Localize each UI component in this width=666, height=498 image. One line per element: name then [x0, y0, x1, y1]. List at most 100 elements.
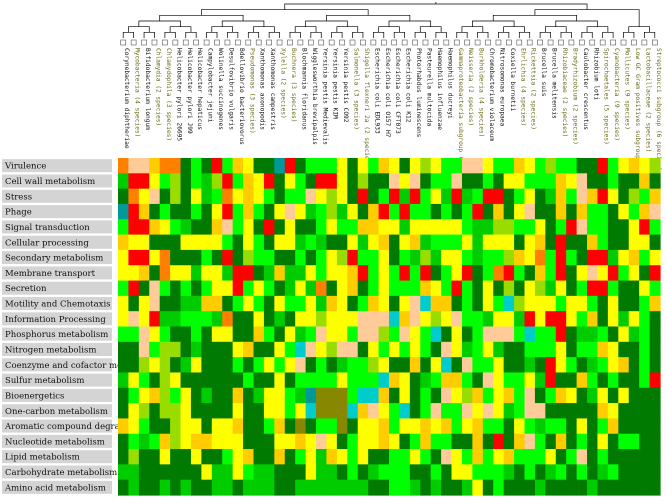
heatmap-cell — [128, 234, 140, 251]
heatmap-cell — [545, 449, 557, 465]
column-label: Bifidobacterium longum — [141, 39, 151, 130]
heatmap-cell — [211, 234, 223, 251]
heatmap-cell — [263, 280, 275, 297]
heatmap-cell — [128, 173, 140, 190]
row-label: Sulfur metabolism — [2, 373, 112, 387]
heatmap-cell — [545, 249, 557, 266]
heatmap-cell — [336, 387, 348, 404]
heatmap-cell — [524, 188, 536, 205]
dendrogram-branch — [206, 31, 218, 38]
heatmap-cell — [587, 249, 599, 266]
heatmap-cell — [305, 387, 317, 404]
heatmap-cell — [201, 295, 213, 312]
heatmap-cell — [649, 234, 661, 251]
heatmap-cell — [274, 479, 286, 496]
heatmap-cell — [316, 295, 328, 312]
heatmap-cell — [482, 265, 494, 282]
row-label-box — [2, 480, 112, 494]
heatmap-cell — [190, 387, 202, 404]
heatmap-cell — [170, 234, 182, 251]
heatmap-cell — [222, 265, 234, 282]
row-label-text: Information Processing — [5, 315, 106, 325]
heatmap-cell — [347, 357, 359, 374]
heatmap-cell — [649, 418, 661, 435]
heatmap-cell — [420, 479, 432, 496]
row-label-text: Aromatic compound degradation — [4, 422, 147, 432]
column-box-icon — [120, 39, 127, 46]
heatmap-cell — [253, 249, 265, 266]
dendrogram-branch — [378, 26, 400, 33]
heatmap-cell — [118, 265, 130, 282]
heatmap-cell — [232, 249, 244, 266]
heatmap-cell — [566, 249, 578, 266]
heatmap-cell — [451, 341, 463, 358]
heatmap-cell — [326, 418, 338, 435]
heatmap-cell — [514, 326, 526, 343]
heatmap-cell — [430, 479, 442, 496]
row-label-box — [2, 465, 112, 479]
heatmap-cell — [211, 403, 223, 420]
heatmap-cell — [170, 357, 182, 374]
heatmap-cell — [472, 158, 484, 174]
heatmap-cell — [451, 158, 463, 174]
heatmap-cell — [138, 311, 150, 328]
heatmap-cell — [190, 158, 202, 174]
heatmap-cell — [263, 449, 275, 465]
heatmap-cell — [211, 372, 223, 389]
row-label: Coenzyme and cofactor metabolism — [2, 358, 159, 372]
heatmap-cell — [347, 249, 359, 266]
column-box-icon — [370, 39, 377, 46]
heatmap-cell — [618, 158, 630, 174]
heatmap-cell — [399, 357, 411, 374]
heatmap-cells — [118, 158, 661, 496]
heatmap-cell — [336, 219, 348, 236]
heatmap-cell — [316, 203, 328, 220]
heatmap-cell — [243, 387, 255, 404]
heatmap-cell — [357, 372, 369, 389]
heatmap-cell — [409, 433, 421, 450]
column-label-text: Haemophilus influenzae — [436, 48, 443, 130]
heatmap-cell — [493, 265, 505, 282]
heatmap-cell — [118, 403, 130, 420]
heatmap-cell — [649, 173, 661, 190]
heatmap-cell — [232, 188, 244, 205]
heatmap-cell — [420, 203, 432, 220]
heatmap-cell — [597, 158, 609, 174]
column-box-icon — [401, 39, 408, 46]
heatmap-cell — [284, 433, 296, 450]
heatmap-cell — [180, 387, 192, 404]
heatmap-cell — [357, 418, 369, 435]
heatmap-cell — [430, 433, 442, 450]
heatmap-cell — [514, 341, 526, 358]
column-box-icon — [172, 39, 179, 46]
heatmap-cell — [607, 341, 619, 358]
heatmap-cell — [368, 433, 380, 450]
heatmap-cell — [222, 479, 234, 496]
heatmap-cell — [409, 295, 421, 312]
heatmap-cell — [566, 265, 578, 282]
heatmap-cell — [336, 464, 348, 481]
column-box-icon — [495, 39, 502, 46]
heatmap-cell — [649, 326, 661, 343]
heatmap-cell — [545, 295, 557, 312]
heatmap-cell — [138, 403, 150, 420]
heatmap-cell — [618, 357, 630, 374]
heatmap-cell — [514, 280, 526, 297]
column-box-icon — [589, 39, 596, 46]
heatmap-cell — [576, 265, 588, 282]
heatmap-cell — [336, 188, 348, 205]
heatmap-cell — [628, 418, 640, 435]
heatmap-cell — [514, 249, 526, 266]
heatmap-cell — [503, 433, 515, 450]
heatmap-cell — [378, 418, 390, 435]
heatmap-cell — [545, 311, 557, 328]
heatmap-cell — [514, 234, 526, 251]
heatmap-cell — [159, 387, 171, 404]
heatmap-cell — [305, 158, 317, 174]
heatmap-cell — [253, 418, 265, 435]
heatmap-cell — [263, 188, 275, 205]
heatmap-cell — [420, 449, 432, 465]
heatmap-cell — [524, 387, 536, 404]
heatmap-cell — [451, 326, 463, 343]
heatmap-cell — [524, 341, 536, 358]
